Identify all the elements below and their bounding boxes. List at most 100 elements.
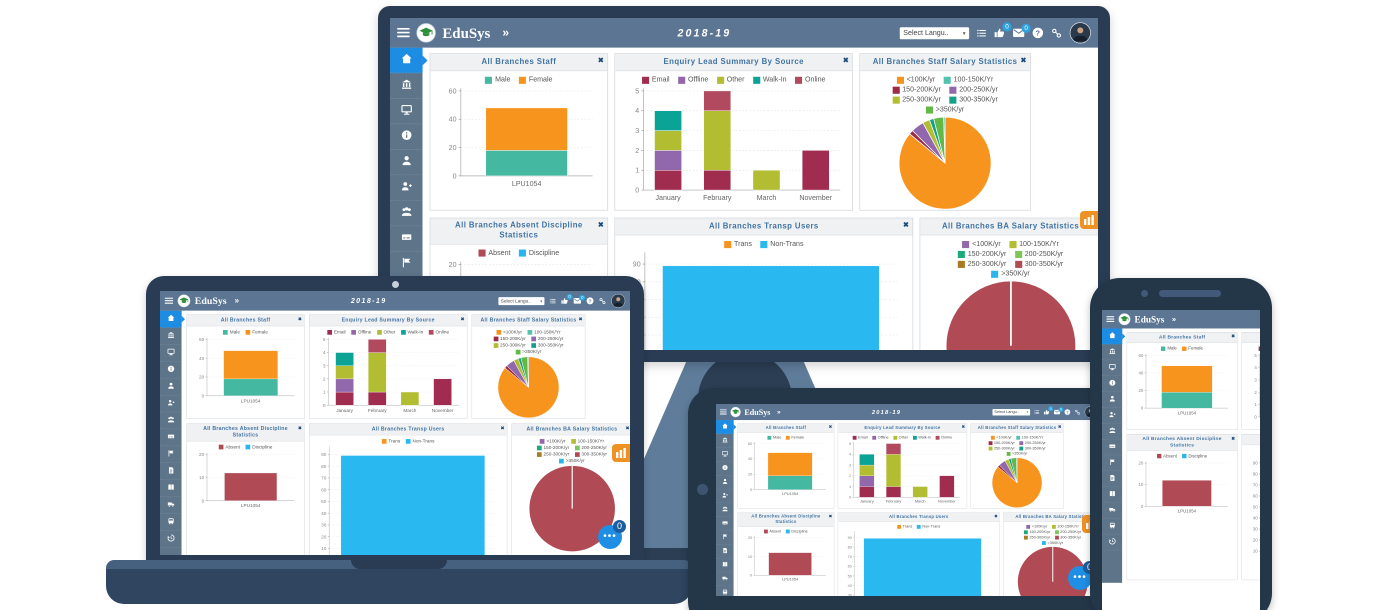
sidebar-item-bus[interactable] (1102, 519, 1123, 535)
sidebar-item-users[interactable] (390, 201, 423, 227)
sidebar-item-home[interactable] (716, 420, 737, 434)
sidebar-item-truck[interactable] (716, 572, 734, 587)
close-icon[interactable]: ✖ (1231, 436, 1235, 442)
chat-button[interactable]: •••0 (1068, 561, 1096, 590)
sidebar-item-user[interactable] (1102, 392, 1123, 408)
sidebar-item-truck[interactable] (160, 497, 182, 514)
close-icon[interactable]: ✖ (597, 56, 604, 65)
close-icon[interactable]: ✖ (460, 316, 465, 323)
close-icon[interactable]: ✖ (578, 316, 583, 323)
sidebar-item-document[interactable] (1102, 471, 1123, 487)
sidebar-item-bus[interactable] (716, 586, 734, 596)
close-icon[interactable]: ✖ (597, 221, 604, 229)
sidebar-item-users[interactable] (716, 503, 734, 517)
close-icon[interactable]: ✖ (625, 425, 630, 432)
sidebar-item-institution[interactable] (390, 73, 423, 99)
sidebar-item-desktop[interactable] (160, 345, 182, 362)
chart-fab-button[interactable] (1080, 210, 1098, 229)
sidebar-item-flag[interactable] (716, 531, 734, 545)
help-button[interactable]: ? (1064, 409, 1071, 415)
sidebar-item-book[interactable] (716, 558, 734, 573)
menu-icon[interactable] (397, 27, 410, 38)
messages-button[interactable]: 0 (1053, 407, 1064, 415)
sidebar-item-info[interactable] (160, 362, 182, 379)
avatar[interactable] (1069, 22, 1091, 44)
sidebar-item-desktop[interactable] (716, 448, 734, 462)
close-icon[interactable]: ✖ (828, 514, 832, 519)
sidebar-item-book[interactable] (160, 480, 182, 497)
sidebar-item-institution[interactable] (716, 434, 734, 448)
chart-fab-button[interactable] (612, 444, 630, 463)
sidebar-item-institution[interactable] (1102, 344, 1123, 361)
close-icon[interactable]: ✖ (961, 425, 965, 430)
likes-button[interactable]: 0 (561, 293, 573, 305)
avatar[interactable] (611, 293, 626, 308)
sidebar-item-users[interactable] (160, 412, 182, 430)
link-button[interactable] (1075, 409, 1081, 415)
sidebar-item-history[interactable] (1102, 534, 1123, 551)
list-icon[interactable] (1034, 410, 1040, 414)
menu-icon[interactable] (719, 409, 727, 415)
sidebar-item-history[interactable] (160, 531, 182, 548)
link-button[interactable] (599, 297, 606, 304)
sidebar-item-home[interactable] (160, 310, 185, 328)
sidebar-item-user[interactable] (716, 475, 734, 490)
sidebar-item-id-card[interactable] (390, 226, 423, 252)
sidebar-item-id-card[interactable] (1102, 439, 1123, 456)
sidebar-item-flag[interactable] (160, 446, 182, 464)
sidebar-item-document[interactable] (716, 545, 734, 559)
sidebar-item-user-add[interactable] (716, 489, 734, 504)
sidebar-item-desktop[interactable] (390, 99, 423, 125)
close-icon[interactable]: ✖ (297, 425, 302, 432)
language-select[interactable]: Select Langu.. ▾ (992, 408, 1031, 416)
close-icon[interactable]: ✖ (903, 221, 909, 229)
close-icon[interactable]: ✖ (500, 425, 505, 432)
sidebar-item-user[interactable] (390, 150, 423, 176)
sidebar-item-desktop[interactable] (1102, 360, 1123, 376)
list-icon[interactable] (977, 29, 986, 37)
messages-button[interactable]: 0 (573, 294, 586, 304)
sidebar-item-user[interactable] (160, 378, 182, 396)
sidebar-item-user-add[interactable] (160, 395, 182, 413)
sidebar-item-institution[interactable] (160, 328, 182, 345)
messages-button[interactable]: 0 (1013, 23, 1031, 38)
sidebar-item-truck[interactable] (1102, 503, 1123, 519)
likes-button[interactable]: 0 (994, 22, 1012, 38)
close-icon[interactable]: ✖ (828, 425, 832, 430)
link-button[interactable] (1051, 28, 1062, 39)
sidebar-item-flag[interactable] (390, 252, 423, 278)
sidebar-item-home[interactable] (390, 47, 428, 74)
sidebar-item-info[interactable] (1102, 376, 1123, 392)
help-button[interactable]: ? (1032, 27, 1044, 39)
close-icon[interactable]: ✖ (994, 514, 998, 519)
close-icon[interactable]: ✖ (1231, 334, 1235, 340)
language-select[interactable]: Select Langu.. ▾ (498, 296, 545, 305)
breadcrumb-chevrons[interactable]: » (502, 25, 510, 40)
likes-button[interactable]: 0 (1043, 406, 1054, 415)
sidebar-item-id-card[interactable] (160, 429, 182, 447)
breadcrumb-chevrons[interactable]: » (776, 408, 781, 416)
sidebar-item-bus[interactable] (160, 514, 182, 531)
close-icon[interactable]: ✖ (1057, 425, 1062, 430)
language-select[interactable]: Select Langu.. ▾ (899, 26, 970, 39)
sidebar-item-flag[interactable] (1102, 455, 1123, 472)
sidebar-item-users[interactable] (1102, 424, 1123, 440)
sidebar-item-id-card[interactable] (716, 517, 734, 531)
close-icon[interactable]: ✖ (297, 316, 302, 323)
sidebar-item-info[interactable] (390, 124, 423, 150)
breadcrumb-chevrons[interactable]: » (234, 296, 240, 306)
sidebar-item-user-add[interactable] (1102, 408, 1123, 424)
close-icon[interactable]: ✖ (842, 56, 849, 65)
sidebar-item-user-add[interactable] (390, 175, 423, 201)
menu-icon[interactable] (1106, 316, 1115, 322)
breadcrumb-chevrons[interactable]: » (1171, 314, 1177, 324)
help-button[interactable]: ? (586, 297, 594, 305)
sidebar-item-document[interactable] (160, 463, 182, 480)
sidebar-item-book[interactable] (1102, 487, 1123, 503)
sidebar-item-home[interactable] (1102, 328, 1126, 345)
list-icon[interactable] (549, 298, 556, 304)
close-icon[interactable]: ✖ (1020, 56, 1027, 65)
chat-button[interactable]: •••0 (598, 520, 626, 549)
menu-icon[interactable] (164, 297, 174, 305)
sidebar-item-info[interactable] (716, 462, 734, 476)
